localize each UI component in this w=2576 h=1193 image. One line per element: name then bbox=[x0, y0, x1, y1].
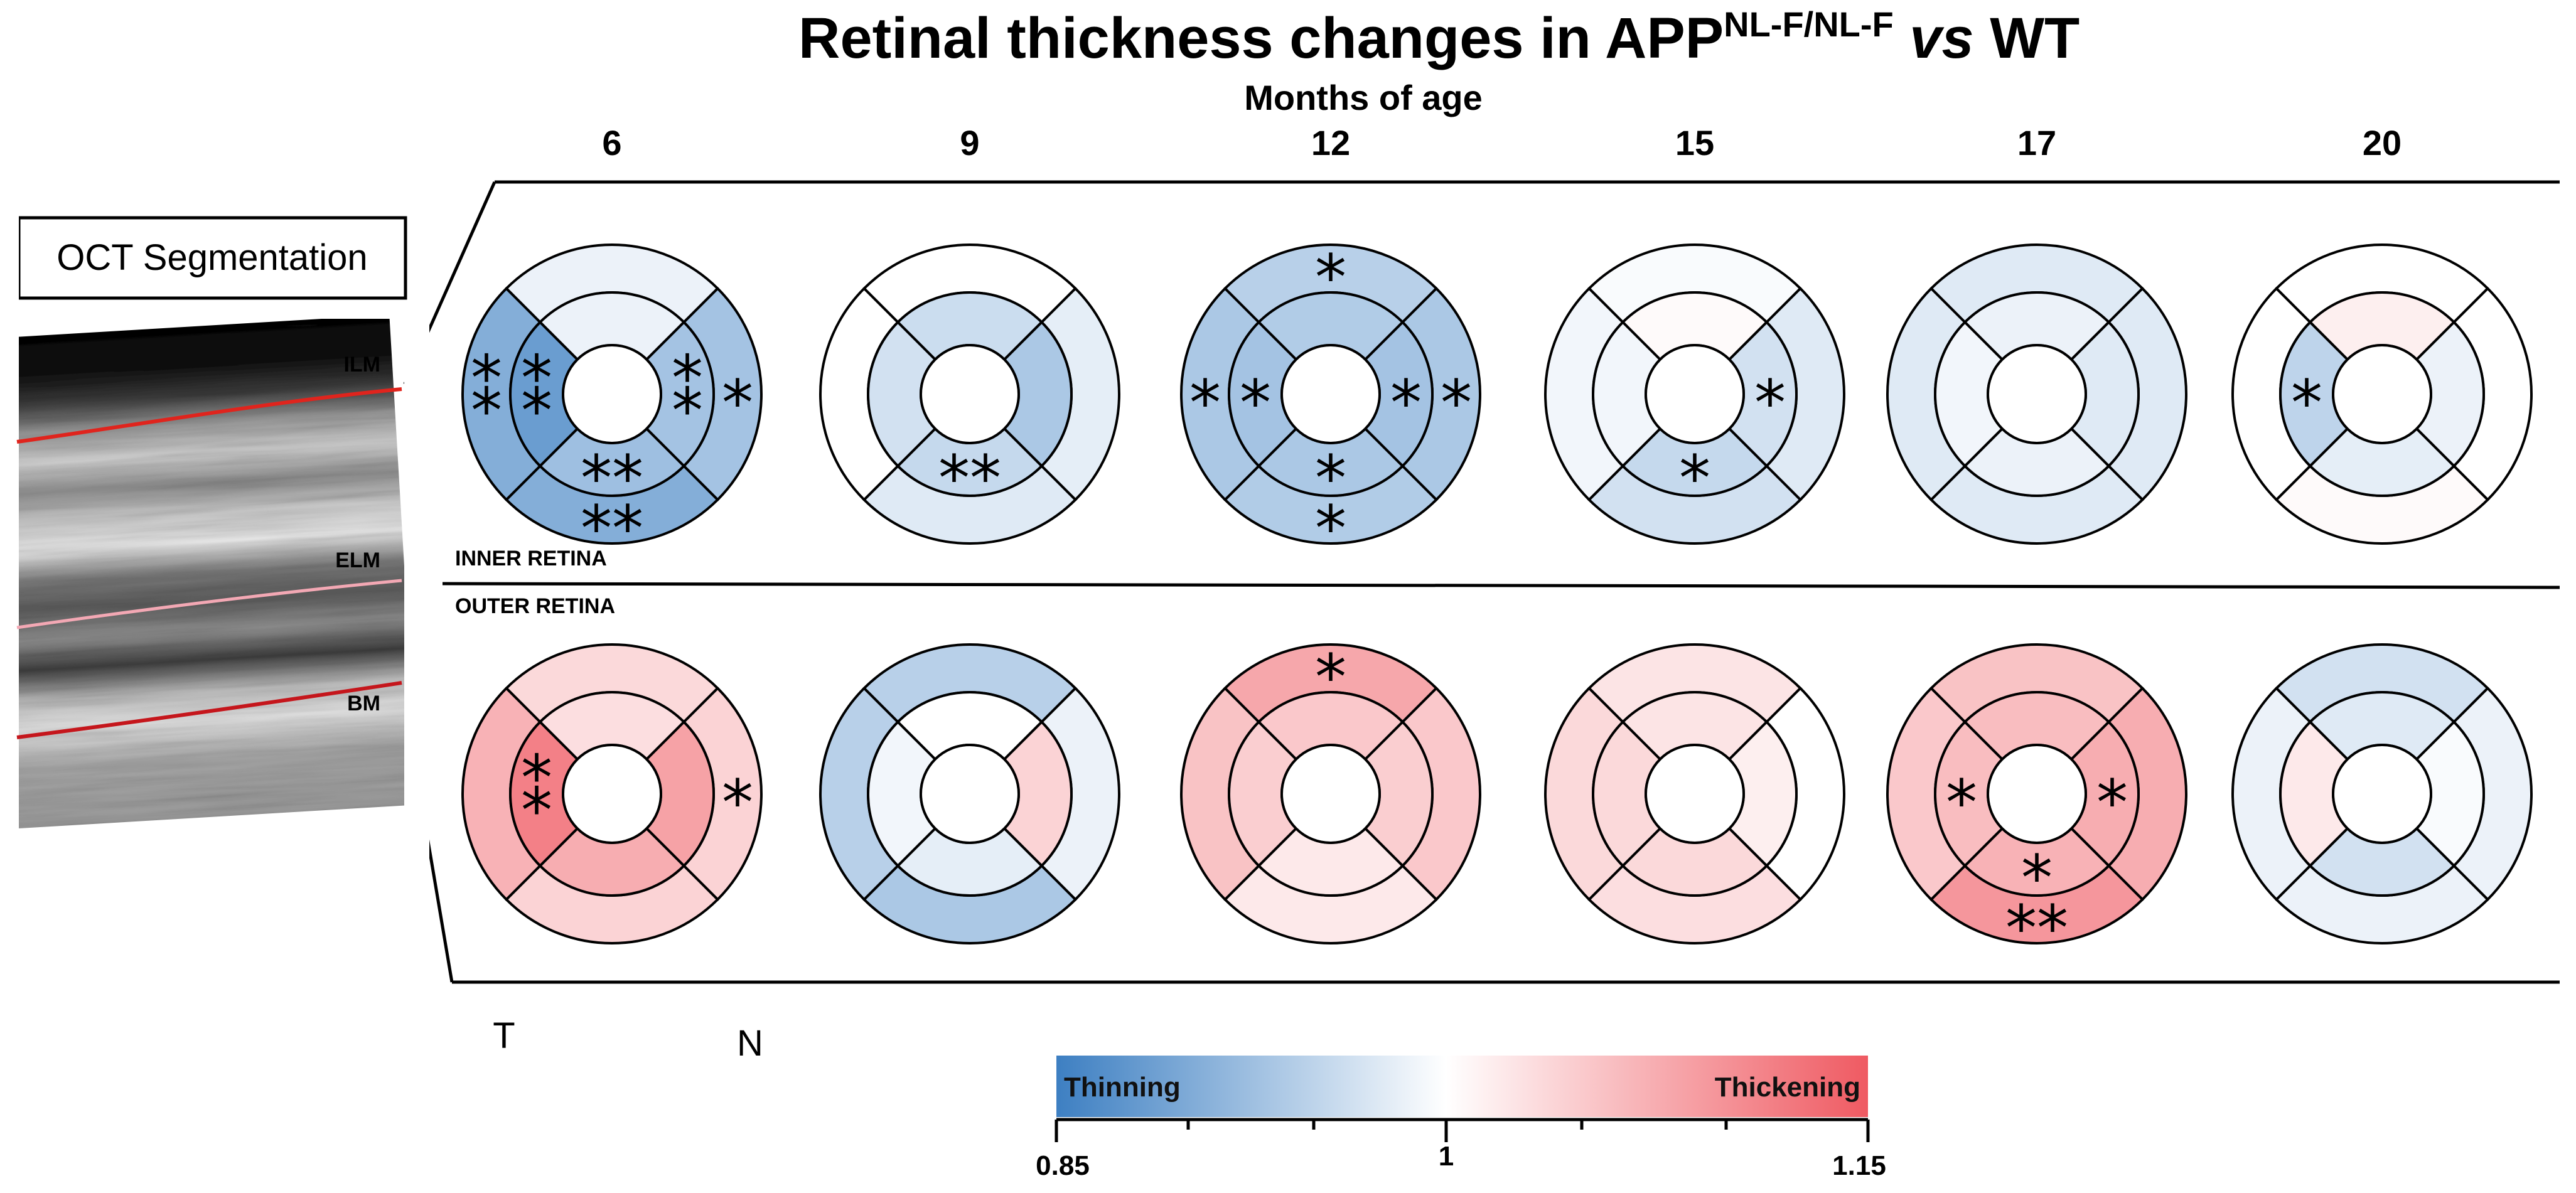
temporal-label: T bbox=[493, 1015, 515, 1056]
age-label-17: 17 bbox=[2017, 123, 2056, 163]
ilm-line bbox=[16, 387, 402, 444]
central-fovea-circle bbox=[2332, 344, 2432, 444]
central-fovea-circle bbox=[920, 744, 1020, 844]
significance-marker: * bbox=[1189, 366, 1221, 440]
significance-marker: * bbox=[1441, 366, 1472, 440]
significance-marker: * bbox=[1390, 366, 1422, 440]
age-label-20: 20 bbox=[2363, 123, 2402, 163]
significance-marker: * bbox=[1315, 442, 1346, 515]
significance-marker: * bbox=[1946, 766, 1977, 840]
significance-marker: ** bbox=[521, 741, 552, 847]
outer-retina-map-20 bbox=[2231, 643, 2533, 944]
oct-image bbox=[0, 314, 419, 829]
bm-label: BM bbox=[347, 692, 380, 715]
significance-marker: ** bbox=[2005, 892, 2068, 965]
inner-retina-map-6: ***** ****** bbox=[461, 243, 763, 565]
bm-line bbox=[16, 681, 402, 739]
significance-marker: * bbox=[1754, 366, 1786, 440]
ilm-label: ILM bbox=[343, 353, 380, 377]
oct-panel: OCT Segmentation ILM ELM BM bbox=[0, 188, 429, 884]
legend-thinning-label: Thinning bbox=[1064, 1072, 1181, 1103]
figure-title: Retinal thickness changes in APPNL-F/NL-… bbox=[798, 4, 2080, 70]
significance-marker: ** bbox=[521, 341, 552, 447]
significance-marker: * bbox=[1240, 366, 1271, 440]
inner-retina-label: INNER RETINA bbox=[455, 547, 607, 570]
thickness-maps: ***** ************ *** ************ bbox=[461, 241, 2533, 965]
oct-title: OCT Segmentation bbox=[56, 237, 367, 278]
central-fovea-circle bbox=[1987, 744, 2087, 844]
significance-marker: * bbox=[1679, 442, 1710, 515]
inner-retina-map-15: ** bbox=[1544, 243, 1845, 545]
central-fovea-circle bbox=[1645, 744, 1745, 844]
outer-retina-map-17: ***** bbox=[1886, 643, 2187, 965]
nasal-label: N bbox=[737, 1023, 763, 1064]
age-label-6: 6 bbox=[602, 123, 621, 163]
central-fovea-circle bbox=[1987, 344, 2087, 444]
significance-marker: ** bbox=[581, 442, 643, 515]
significance-marker: * bbox=[2021, 842, 2053, 915]
elm-line bbox=[16, 579, 402, 629]
legend-thickening-label: Thickening bbox=[1715, 1072, 1860, 1103]
legend-tick-max: 1.15 bbox=[1832, 1150, 1886, 1181]
central-fovea-circle bbox=[1645, 344, 1745, 444]
significance-marker: ** bbox=[938, 442, 1001, 515]
months-of-age-label: Months of age bbox=[1244, 78, 1483, 117]
color-legend: Thinning Thickening 0.85 1 1.15 bbox=[1036, 1056, 1886, 1181]
inner-retina-map-17 bbox=[1886, 243, 2187, 545]
age-label-12: 12 bbox=[1311, 123, 1350, 163]
outer-retina-label: OUTER RETINA bbox=[455, 594, 615, 618]
central-fovea-circle bbox=[562, 744, 662, 844]
significance-marker: ** bbox=[672, 341, 703, 447]
legend-tick-mid: 1 bbox=[1439, 1141, 1454, 1172]
outer-retina-map-12: * bbox=[1180, 641, 1481, 944]
inner-retina-map-12: **** *** bbox=[1180, 241, 1481, 565]
significance-marker: * bbox=[722, 366, 753, 440]
significance-marker: * bbox=[1315, 492, 1346, 565]
outer-retina-map-6: *** bbox=[461, 643, 763, 944]
inner-retina-map-9: ** bbox=[819, 243, 1120, 545]
legend-tick-min: 0.85 bbox=[1036, 1150, 1090, 1181]
inner-retina-map-20: * bbox=[2231, 243, 2533, 545]
elm-label: ELM bbox=[335, 548, 380, 572]
significance-marker: ** bbox=[581, 492, 643, 565]
frame-divider-line bbox=[442, 582, 2560, 589]
significance-marker: * bbox=[722, 766, 753, 840]
central-fovea-circle bbox=[2332, 744, 2432, 844]
central-fovea-circle bbox=[1280, 344, 1381, 444]
age-labels: 6 9 12 15 17 20 bbox=[602, 123, 2402, 163]
outer-retina-map-9 bbox=[819, 643, 1120, 944]
significance-marker: * bbox=[2096, 766, 2128, 840]
outer-retina-map-15 bbox=[1544, 643, 1845, 944]
significance-marker: * bbox=[2291, 366, 2322, 440]
age-label-15: 15 bbox=[1675, 123, 1714, 163]
legend-ticks bbox=[1055, 1120, 1870, 1142]
central-fovea-circle bbox=[920, 344, 1020, 444]
age-label-9: 9 bbox=[960, 123, 979, 163]
significance-marker: ** bbox=[471, 341, 502, 447]
legend-colorbar bbox=[1056, 1056, 1868, 1117]
central-fovea-circle bbox=[562, 344, 662, 444]
central-fovea-circle bbox=[1280, 744, 1381, 844]
